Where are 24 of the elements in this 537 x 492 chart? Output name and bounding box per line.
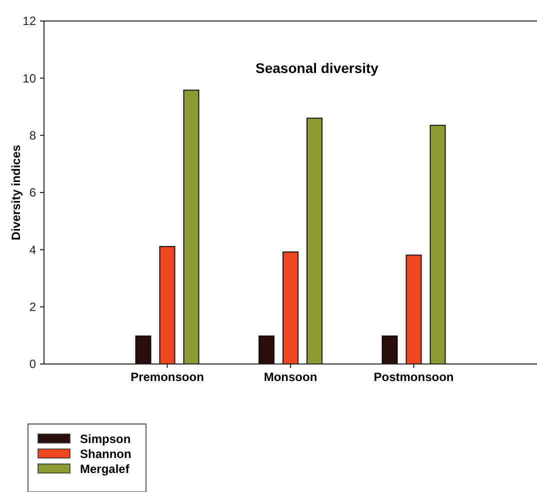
- bar: [282, 251, 298, 364]
- y-tick-label: 6: [29, 186, 36, 200]
- x-tick-label: Monsoon: [264, 370, 318, 384]
- legend-label: Mergalef: [80, 462, 130, 476]
- bar: [406, 254, 422, 364]
- legend-label: Shannon: [80, 447, 132, 462]
- text: Seasonal diversity: [256, 60, 379, 76]
- bar: [183, 90, 200, 364]
- y-tick-label: 2: [29, 300, 36, 314]
- y-tick-label: 4: [29, 242, 36, 257]
- x-tick-label: Premonsoon: [130, 370, 204, 384]
- legend-label: Simpson: [80, 432, 131, 446]
- y-tick-label: 8: [29, 128, 36, 143]
- y-tick-label: 10: [22, 71, 36, 86]
- bar: [382, 335, 398, 364]
- y-tick-label: 0: [29, 357, 36, 372]
- x-tick-label: Postmonsoon: [374, 370, 454, 384]
- y-axis-title: Diversity indices: [9, 144, 23, 240]
- bar: [430, 124, 446, 364]
- bar: [159, 246, 176, 364]
- bar: [135, 335, 152, 364]
- bar: [258, 335, 274, 364]
- bar: [306, 118, 322, 364]
- y-tick-label: 12: [22, 14, 36, 28]
